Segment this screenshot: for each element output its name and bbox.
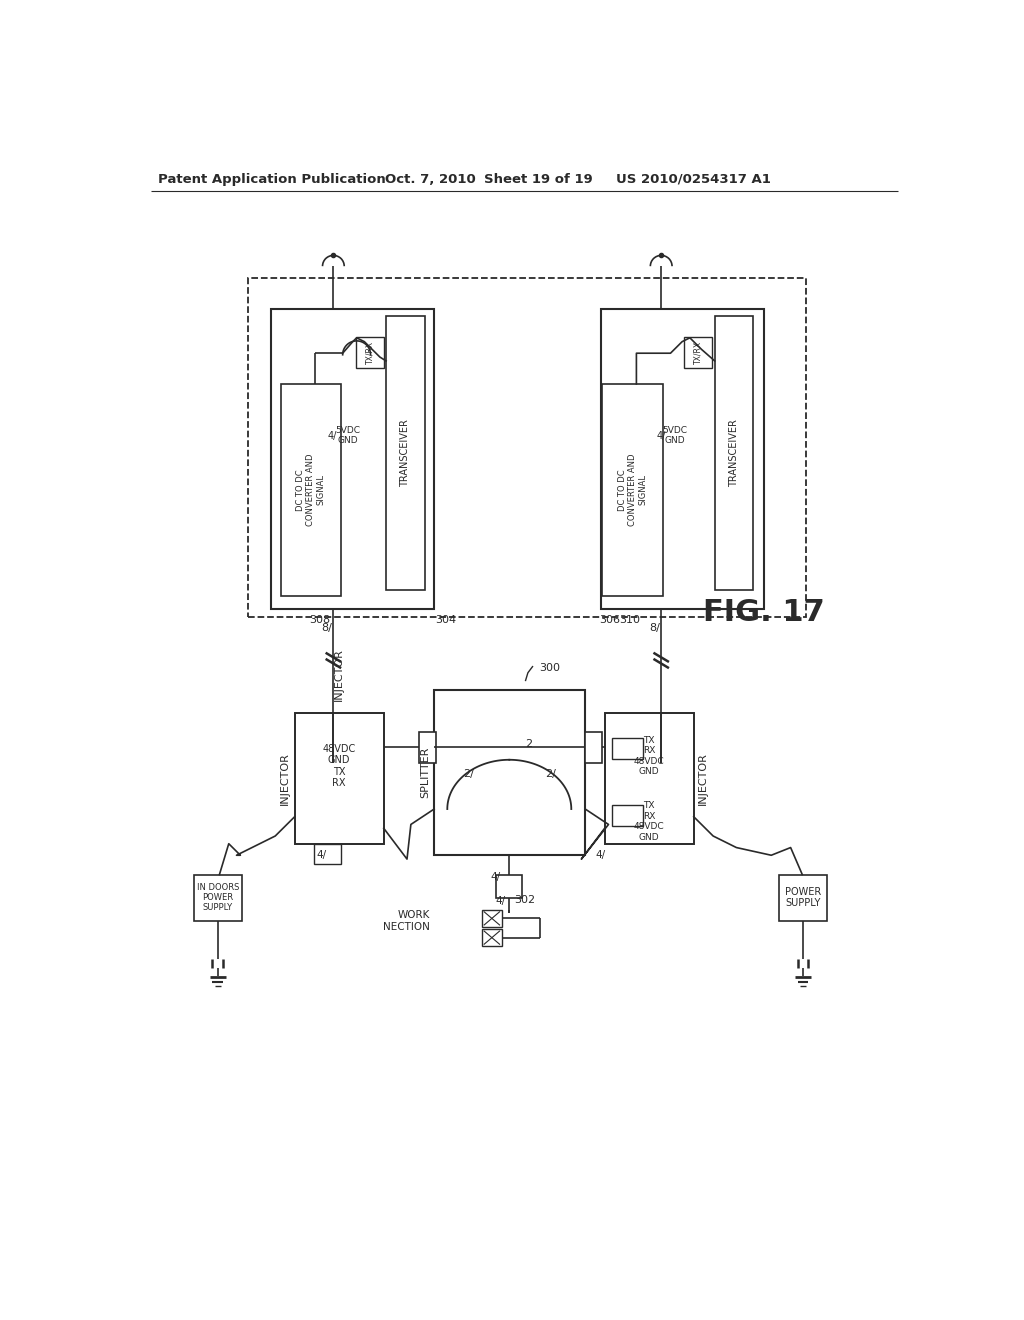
Text: 4/: 4/ xyxy=(656,430,666,441)
Bar xyxy=(684,337,713,368)
Bar xyxy=(604,713,693,843)
Bar xyxy=(419,733,435,763)
Bar xyxy=(612,738,643,759)
Text: 306: 306 xyxy=(599,615,621,626)
Text: TX
RX
48VDC
GND: TX RX 48VDC GND xyxy=(634,737,665,776)
Bar xyxy=(194,875,242,921)
Text: 2: 2 xyxy=(525,739,532,748)
Bar xyxy=(496,874,522,898)
Text: Oct. 7, 2010: Oct. 7, 2010 xyxy=(385,173,475,186)
Bar xyxy=(779,875,827,921)
Bar xyxy=(248,277,806,616)
Text: US 2010/0254317 A1: US 2010/0254317 A1 xyxy=(616,173,771,186)
Bar xyxy=(386,317,425,590)
Text: POWER
SUPPLY: POWER SUPPLY xyxy=(785,887,821,908)
Text: FIG. 17: FIG. 17 xyxy=(702,598,824,627)
Text: IN DOORS
POWER
SUPPLY: IN DOORS POWER SUPPLY xyxy=(197,883,239,912)
Text: 8/: 8/ xyxy=(649,623,659,634)
Text: TX/RX: TX/RX xyxy=(694,341,702,364)
Text: 4/: 4/ xyxy=(596,850,606,861)
Text: INJECTOR: INJECTOR xyxy=(334,648,344,701)
Text: 8/: 8/ xyxy=(321,623,332,634)
Text: TRANSCEIVER: TRANSCEIVER xyxy=(729,418,739,487)
Bar xyxy=(602,384,663,595)
Text: 4/: 4/ xyxy=(490,871,501,882)
Text: 5VDC
GND: 5VDC GND xyxy=(663,426,688,445)
Bar xyxy=(314,843,341,865)
Text: 310: 310 xyxy=(618,615,640,626)
Text: TRANSCEIVER: TRANSCEIVER xyxy=(400,418,411,487)
Bar xyxy=(601,309,764,609)
Text: WORK
NECTION: WORK NECTION xyxy=(383,909,430,932)
Text: 300: 300 xyxy=(539,663,560,673)
Bar xyxy=(434,689,586,855)
Bar xyxy=(271,309,434,609)
Bar xyxy=(295,713,384,843)
Text: 302: 302 xyxy=(514,895,536,906)
Bar xyxy=(612,805,643,826)
Bar xyxy=(715,317,754,590)
Text: 304: 304 xyxy=(435,615,457,626)
Bar xyxy=(356,337,384,368)
Text: 4/: 4/ xyxy=(316,850,327,861)
Text: SPLITTER: SPLITTER xyxy=(420,747,430,799)
Text: 5VDC
GND: 5VDC GND xyxy=(335,426,359,445)
Text: INJECTOR: INJECTOR xyxy=(281,752,291,805)
Bar xyxy=(281,384,341,595)
Bar xyxy=(586,733,602,763)
Text: 2/: 2/ xyxy=(464,770,474,779)
Bar xyxy=(482,909,502,927)
Text: Patent Application Publication: Patent Application Publication xyxy=(158,173,385,186)
Text: TX
RX
48VDC
GND: TX RX 48VDC GND xyxy=(634,801,665,842)
Text: DC TO DC
CONVERTER AND
SIGNAL: DC TO DC CONVERTER AND SIGNAL xyxy=(296,454,326,527)
Text: 4/: 4/ xyxy=(495,896,505,907)
Text: 4/: 4/ xyxy=(328,430,337,441)
Text: 308: 308 xyxy=(309,615,331,626)
Text: 2/: 2/ xyxy=(545,770,556,779)
Text: INJECTOR: INJECTOR xyxy=(698,752,708,805)
Text: Sheet 19 of 19: Sheet 19 of 19 xyxy=(484,173,593,186)
Bar xyxy=(482,929,502,946)
Text: 48VDC
GND
TX
RX: 48VDC GND TX RX xyxy=(323,743,355,788)
Text: TX/RX: TX/RX xyxy=(366,341,375,364)
Text: DC TO DC
CONVERTER AND
SIGNAL: DC TO DC CONVERTER AND SIGNAL xyxy=(617,454,647,527)
